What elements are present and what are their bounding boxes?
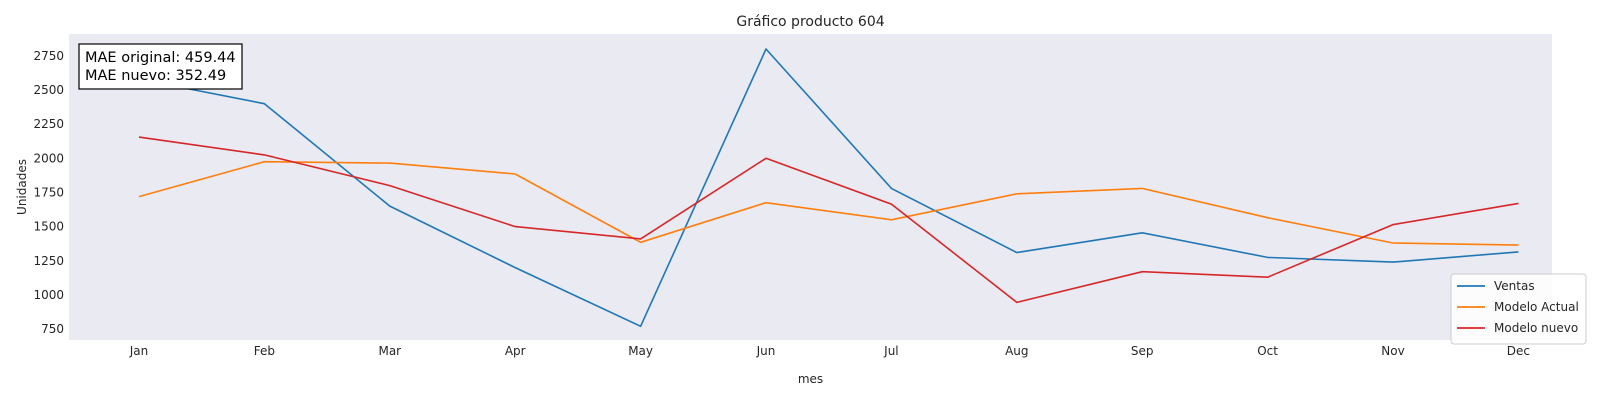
x-tick-label: Sep [1131,344,1154,358]
x-axis-label: mes [798,372,823,386]
y-tick-label: 1500 [33,220,64,234]
annotation-mae-nuevo: MAE nuevo: 352.49 [85,68,226,84]
series-line [138,160,1519,246]
series-line [138,136,1519,304]
x-tick-label: Oct [1257,344,1278,358]
x-axis-ticks: Jan Feb Mar Apr May Jun Jul Aug Sep Oct Nov Dec [129,344,1530,358]
y-tick-label: 1250 [33,254,64,268]
legend-entry: Modelo Actual [1494,300,1579,314]
y-axis-ticks: 750 1000 1250 1500 1750 2000 2250 2500 2750 [33,49,64,336]
y-tick-label: 2250 [33,117,64,131]
annotation-box [78,43,243,90]
x-tick-label: Feb [254,344,275,358]
x-tick-label: Jul [883,344,898,358]
legend-entry: Modelo nuevo [1494,321,1578,335]
x-tick-label: Mar [378,344,401,358]
x-tick-label: Nov [1381,344,1404,358]
annotation-mae-original: MAE original: 459.44 [85,50,236,66]
plot-area [69,34,1552,340]
y-tick-label: 2000 [33,151,64,165]
legend-frame [1450,273,1587,345]
y-tick-label: 2500 [33,83,64,97]
x-tick-label: Jun [756,344,776,358]
legend: Ventas Modelo Actual Modelo nuevo [1450,273,1587,345]
series-line [138,48,1519,328]
x-tick-label: Aug [1005,344,1028,358]
y-tick-label: 2750 [33,49,64,63]
legend-entry: Ventas [1494,279,1535,293]
series-lines [138,48,1519,328]
y-tick-label: 1750 [33,185,64,199]
y-tick-label: 1000 [33,288,64,302]
x-tick-label: Jan [129,344,149,358]
x-tick-label: May [628,344,653,358]
chart-title: Gráfico producto 604 [736,14,884,30]
x-tick-label: Dec [1507,344,1530,358]
y-axis-label: Unidades [15,159,29,215]
y-tick-label: 750 [41,322,64,336]
x-tick-label: Apr [505,344,526,358]
mae-annotation-box: MAE original: 459.44 MAE nuevo: 352.49 [78,43,243,90]
